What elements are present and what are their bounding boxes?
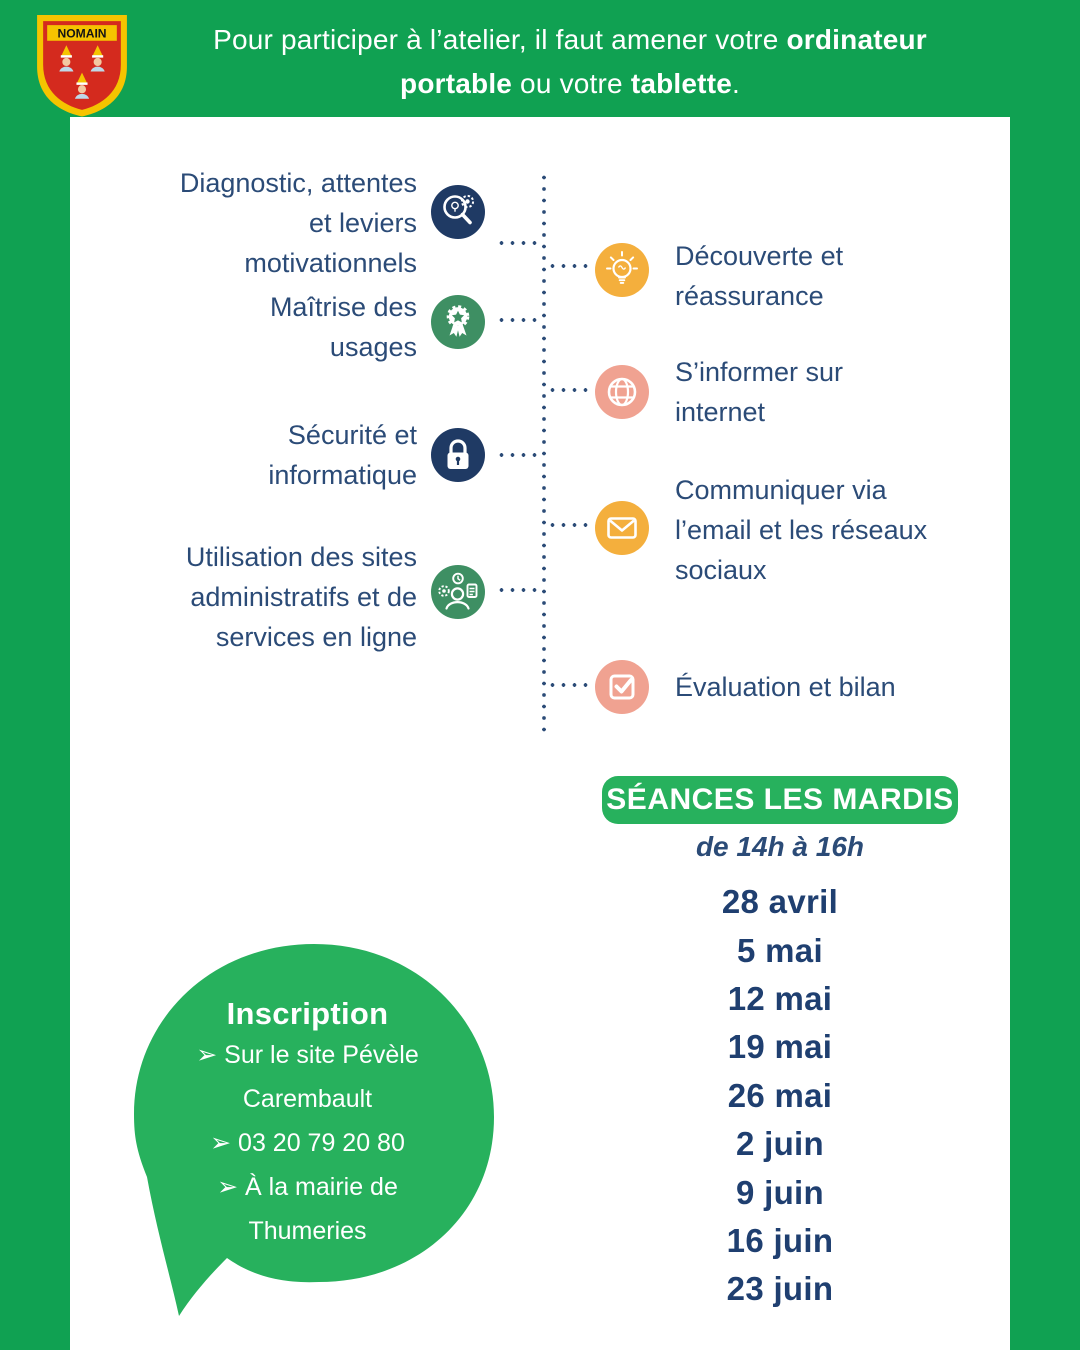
- header-text: ou votre: [512, 68, 631, 99]
- header-text-bold: ordinateur: [786, 24, 927, 55]
- crest-banner: [47, 25, 117, 41]
- header-line-2: portable ou votre tablette.: [130, 62, 1010, 106]
- timeline-connector: [496, 318, 542, 322]
- header-text: .: [732, 68, 740, 99]
- session-date: 2 juin: [736, 1125, 824, 1163]
- lock-icon: [431, 428, 485, 482]
- timeline-axis-dotted-line: [542, 172, 546, 738]
- topic-label-maitrise: Maîtrise des usages: [269, 292, 417, 362]
- crest-label: NOMAIN: [57, 27, 106, 41]
- topic-label-sinformer: S’informer sur internet: [675, 357, 844, 427]
- inscription-item-website: ➢ Sur le site Pévèle Carembault: [196, 1041, 419, 1113]
- crest-figure: [90, 45, 105, 72]
- header-message: Pour participer à l’atelier, il faut ame…: [130, 18, 1010, 106]
- inscription-item-mairie: ➢ À la mairie de Thumeries: [217, 1173, 398, 1245]
- speech-bubble: [134, 944, 494, 1316]
- timeline-connector: [547, 388, 593, 392]
- globe-icon: [595, 365, 649, 419]
- timeline-connector: [496, 453, 542, 457]
- sessions-badge: SÉANCES LES MARDIS: [602, 776, 958, 824]
- topic-label-securite: Sécurité et informatique: [268, 420, 417, 490]
- envelope-icon: [595, 501, 649, 555]
- lightbulb-icon: [595, 243, 649, 297]
- topic-label-sites-administratifs: Utilisation des sites administratifs et …: [185, 542, 417, 652]
- magnifier-gear-icon: [431, 185, 485, 239]
- timeline-connector: [496, 241, 542, 245]
- session-date: 19 mai: [727, 1028, 833, 1066]
- session-date: 12 mai: [727, 979, 833, 1017]
- session-date: 5 mai: [737, 931, 823, 969]
- person-services-icon: [431, 565, 485, 619]
- award-ribbon-icon: [431, 295, 485, 349]
- header-text-bold: portable: [400, 68, 513, 99]
- crest-figure: [59, 45, 74, 72]
- topic-label-evaluation: Évaluation et bilan: [675, 672, 896, 702]
- session-date: 28 avril: [721, 883, 839, 921]
- timeline-connector: [547, 523, 593, 527]
- topic-label-diagnostic: Diagnostic, attentes et leviers motivati…: [179, 168, 417, 278]
- header-text-bold: tablette: [630, 68, 732, 99]
- checkbox-icon: [595, 660, 649, 714]
- session-date: 26 mai: [727, 1076, 833, 1114]
- session-time: de 14h à 16h: [695, 831, 865, 862]
- session-dates-list: 28 avril 5 mai 12 mai 19 mai 26 mai 2 ju…: [600, 878, 960, 1314]
- topic-label-communiquer: Communiquer via l’email et les réseaux s…: [675, 475, 928, 585]
- session-date: 9 juin: [736, 1173, 824, 1211]
- session-date: 16 juin: [726, 1221, 834, 1259]
- inscription-panel: Inscription ➢ Sur le site Pévèle Caremba…: [150, 995, 465, 1253]
- timeline-connector: [496, 588, 542, 592]
- timeline-connector: [547, 683, 593, 687]
- inscription-item-phone: ➢ 03 20 79 20 80: [210, 1129, 405, 1157]
- crest-figure: [74, 72, 90, 99]
- session-date: 23 juin: [726, 1270, 834, 1308]
- header-line-1: Pour participer à l’atelier, il faut ame…: [130, 18, 1010, 62]
- header-text: Pour participer à l’atelier, il faut ame…: [213, 24, 787, 55]
- topic-label-decouverte: Découverte et réassurance: [675, 241, 844, 311]
- timeline-connector: [547, 264, 593, 268]
- inscription-title: Inscription: [226, 996, 389, 1031]
- nomain-crest-logo: NOMAIN: [37, 15, 127, 117]
